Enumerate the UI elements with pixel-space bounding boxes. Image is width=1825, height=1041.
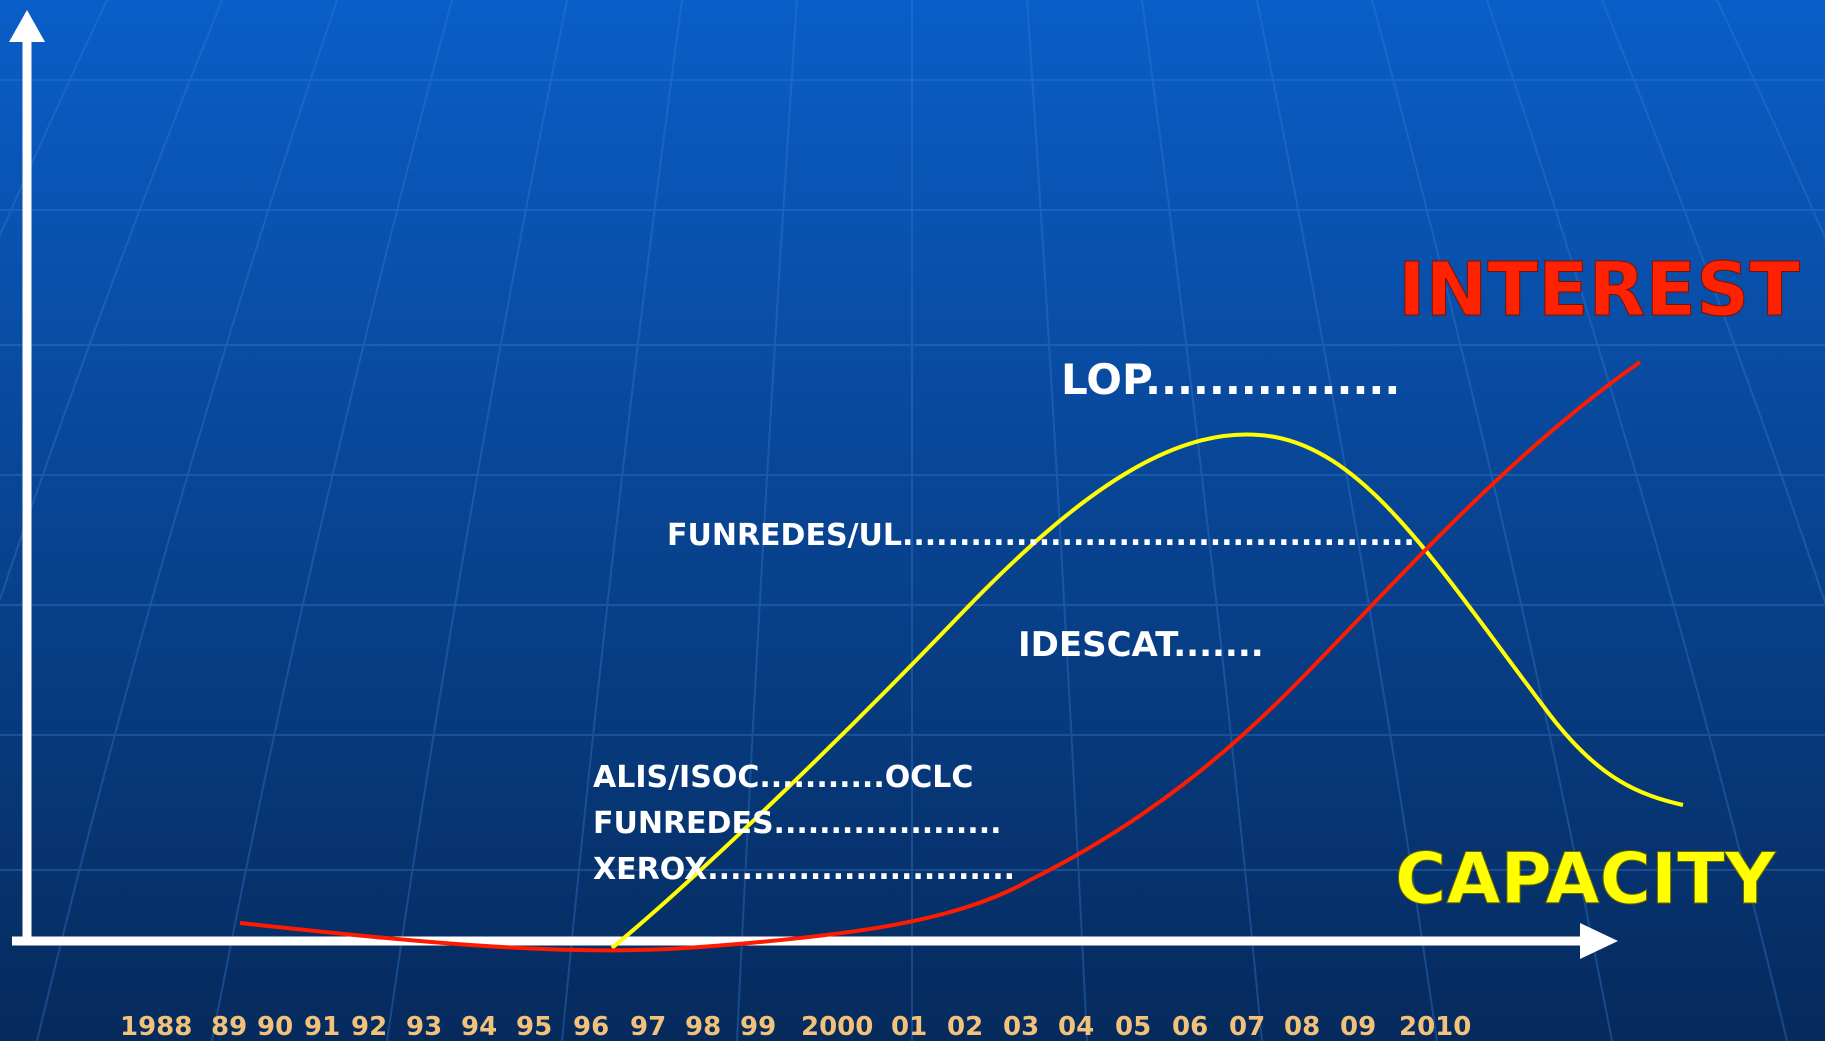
annotation-funredes: FUNREDES.................... [593,806,1002,841]
y-axis-arrow-icon [9,10,45,42]
x-axis-arrow-icon [1580,923,1618,959]
x-tick-label: 97 [630,1012,666,1041]
y-axis [9,10,45,945]
globe-meridian [0,0,108,238]
x-tick-label: 08 [1284,1012,1320,1041]
x-tick-label: 2000 [801,1012,873,1041]
x-tick-label: 02 [947,1012,983,1041]
globe-meridian [1716,0,1825,240]
x-tick-label: 90 [257,1012,293,1041]
x-tick-label: 93 [406,1012,442,1041]
x-tick-label: 09 [1340,1012,1376,1041]
x-tick-label: 04 [1058,1012,1094,1041]
x-tick-label: 98 [685,1012,721,1041]
x-tick-label: 06 [1172,1012,1208,1041]
x-tick-label: 05 [1115,1012,1151,1041]
x-tick-labels: 1988 89 90 91 92 93 94 95 96 97 98 99 2000 01 02 03 04 05… [120,1012,1471,1041]
x-tick-label: 89 [211,1012,247,1041]
globe-meridian [1486,0,1788,1041]
x-tick-label: 1988 [120,1012,192,1041]
globe-meridian [1256,0,1438,1041]
x-tick-label: 96 [573,1012,609,1041]
series-label-interest: INTEREST [1398,247,1800,333]
globe-meridian [1371,0,1613,1041]
globe-meridian [561,0,683,1041]
annotation-lop: LOP................ [1061,355,1400,404]
capacity-curve [610,432,1684,950]
globe-meridian [211,0,453,1041]
x-tick-label: 99 [740,1012,776,1041]
x-tick-label: 92 [351,1012,387,1041]
globe-meridian [386,0,568,1041]
annotation-idescat: IDESCAT....... [1018,625,1264,665]
annotation-alis-isoc-oclc: ALIS/ISOC...........OCLC [593,760,973,795]
x-tick-label: 94 [461,1012,497,1041]
annotation-xerox: XEROX........................... [593,852,1015,887]
series-label-capacity: CAPACITY [1395,838,1777,920]
x-tick-label: 91 [304,1012,340,1041]
x-axis [12,923,1618,959]
globe-meridian [36,0,338,1041]
globe-meridian [1601,0,1825,606]
x-tick-label: 95 [516,1012,552,1041]
annotation-funredes-ul: FUNREDES/UL.............................… [667,518,1415,553]
globe-meridian [1141,0,1263,1041]
globe-meridian [736,0,798,1041]
x-tick-label: 03 [1003,1012,1039,1041]
x-tick-label: 2010 [1399,1012,1471,1041]
interest-curve [239,360,1642,953]
x-tick-label: 01 [891,1012,927,1041]
x-tick-label: 07 [1229,1012,1265,1041]
